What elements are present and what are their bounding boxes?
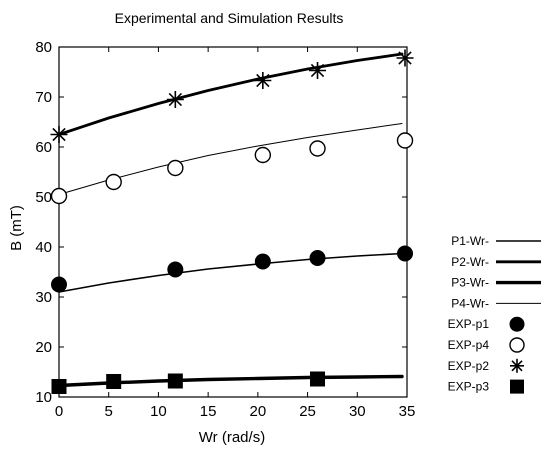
data-point-exp-p1-4 [397,245,414,262]
data-point-exp-p4-5 [396,132,414,149]
data-point-exp-p4-0 [50,187,68,205]
data-point-exp-p2-3-stroke-3 [310,63,325,78]
data-point-exp-p2-4-stroke-3 [398,51,412,65]
legend-label-exp-p2: EXP-p2 [448,359,490,373]
series-markers-exp-p1 [51,245,414,293]
data-point-exp-p1-0 [51,276,67,293]
chart-title: Experimental and Simulation Results [115,10,344,26]
legend-label-p1-wr: P1-Wr- [451,234,489,248]
y-tick-label-5: 60 [35,139,52,156]
series-line-p2-wr [57,52,404,136]
y-tick-label-2: 30 [35,289,52,306]
x-tick-label-0: 0 [55,403,63,420]
legend: P1-Wr- P2-Wr- P3-Wr- P4-Wr- EXP-p1 EXP-p4 EXP-… [448,234,541,394]
data-point-exp-p1-2 [254,253,271,270]
legend-swatch-exp-p2-stroke-3 [511,360,523,372]
x-tick-label-6: 30 [349,403,366,420]
plot-area: 0 5 10 15 20 25 30 35 10 20 30 40 50 60 70 80 [35,39,415,420]
data-point-exp-p2-2 [254,72,272,89]
legend-swatch-exp-p2 [510,358,524,373]
x-tick-label-2: 10 [150,403,167,420]
series-markers-exp-p4 [50,132,414,205]
data-point-exp-p4-4 [309,140,326,157]
legend-label-exp-p3: EXP-p3 [448,380,490,394]
data-point-exp-p2-1 [166,91,184,108]
data-point-exp-p2-1-stroke-3 [168,92,183,107]
y-tick-label-1: 20 [35,339,52,356]
data-point-exp-p3-3 [310,371,326,387]
legend-label-p4-wr: P4-Wr- [451,296,489,310]
y-tick-label-3: 40 [35,239,52,256]
data-point-exp-p3-1 [106,374,122,389]
series-markers-exp-p3 [51,371,326,394]
legend-label-exp-p1: EXP-p1 [448,317,490,331]
data-point-exp-p1-1 [167,261,184,278]
data-point-exp-p4-1 [105,173,122,191]
series-line-p1-wr [58,252,403,293]
x-tick-label-3: 15 [200,403,217,420]
data-point-exp-p4-3 [254,146,272,164]
data-point-exp-p2-4 [396,49,414,67]
x-tick-label-4: 20 [250,403,267,420]
x-tick-label-5: 25 [299,403,316,420]
legend-swatch-exp-p1 [509,316,525,332]
y-tick-label-6: 70 [35,89,52,106]
data-point-exp-p4-2 [167,159,184,177]
data-point-exp-p2-2-stroke-3 [256,73,270,88]
x-axis-label: Wr (rad/s) [199,429,265,446]
y-axis-label: B (mT) [8,205,25,251]
plot-frame [58,46,408,398]
data-point-exp-p1-3 [309,250,326,266]
y-tick-label-7: 80 [35,39,52,56]
legend-label-p2-wr: P2-Wr- [451,255,489,269]
data-point-exp-p2-0 [50,126,68,143]
data-point-exp-p3-2 [167,373,183,389]
data-point-exp-p3-0 [51,379,67,394]
y-tick-label-0: 10 [35,389,52,406]
legend-swatch-exp-p4 [509,337,525,353]
series-markers-exp-p2 [50,49,414,143]
x-tick-label-7: 35 [399,403,416,420]
data-point-exp-p2-0-stroke-3 [52,127,66,142]
legend-label-exp-p4: EXP-p4 [448,338,490,352]
y-tick-label-4: 50 [35,189,52,206]
data-point-exp-p2-3 [309,62,327,79]
legend-swatch-exp-p3 [510,379,524,394]
x-tick-label-1: 5 [105,403,113,420]
legend-label-p3-wr: P3-Wr- [451,276,489,290]
